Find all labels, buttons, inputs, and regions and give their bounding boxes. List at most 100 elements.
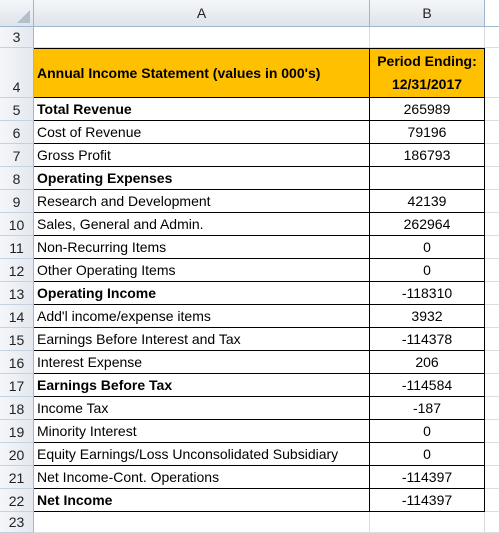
row-header[interactable]: 14 xyxy=(0,305,34,328)
line-item-value[interactable] xyxy=(370,167,485,190)
cell-empty xyxy=(485,167,499,190)
line-item-value[interactable]: 0 xyxy=(370,259,485,282)
line-item-label[interactable]: Interest Expense xyxy=(34,351,370,374)
row-header[interactable]: 8 xyxy=(0,167,34,190)
line-item-value[interactable]: -118310 xyxy=(370,282,485,305)
line-item-value[interactable]: -114397 xyxy=(370,466,485,489)
row-header[interactable]: 13 xyxy=(0,282,34,305)
select-all-corner[interactable] xyxy=(0,0,34,27)
line-item-label[interactable]: Research and Development xyxy=(34,190,370,213)
cell-a23[interactable] xyxy=(34,512,370,533)
period-ending-label: Period Ending: xyxy=(377,53,477,69)
cell-empty xyxy=(485,213,499,236)
cell-empty xyxy=(485,27,499,48)
statement-title[interactable]: Annual Income Statement (values in 000's… xyxy=(34,48,370,98)
table-row: 22 Net Income -114397 xyxy=(0,489,499,512)
line-item-label[interactable]: Operating Expenses xyxy=(34,167,370,190)
line-item-label[interactable]: Earnings Before Interest and Tax xyxy=(34,328,370,351)
line-item-value[interactable]: -114397 xyxy=(370,489,485,512)
line-item-value[interactable]: 186793 xyxy=(370,144,485,167)
table-row: 13 Operating Income -118310 xyxy=(0,282,499,305)
line-item-label[interactable]: Total Revenue xyxy=(34,98,370,121)
table-row: 5 Total Revenue 265989 xyxy=(0,98,499,121)
line-item-value[interactable]: 0 xyxy=(370,420,485,443)
line-item-value[interactable]: 265989 xyxy=(370,98,485,121)
row-header[interactable]: 11 xyxy=(0,236,34,259)
row-header[interactable]: 22 xyxy=(0,489,34,512)
cell-b3[interactable] xyxy=(370,27,485,48)
cell-empty xyxy=(485,48,499,98)
line-item-label[interactable]: Net Income xyxy=(34,489,370,512)
row-header[interactable]: 15 xyxy=(0,328,34,351)
cell-b23[interactable] xyxy=(370,512,485,533)
column-header-b[interactable]: B xyxy=(370,0,485,27)
line-item-value[interactable]: -114584 xyxy=(370,374,485,397)
period-ending-date: 12/31/2017 xyxy=(391,76,463,92)
row-header[interactable]: 21 xyxy=(0,466,34,489)
row-header[interactable]: 12 xyxy=(0,259,34,282)
cell-empty xyxy=(485,328,499,351)
line-item-value[interactable]: 0 xyxy=(370,236,485,259)
column-header-a[interactable]: A xyxy=(34,0,370,27)
line-item-value[interactable]: 42139 xyxy=(370,190,485,213)
line-item-value[interactable]: 206 xyxy=(370,351,485,374)
line-item-label[interactable]: Cost of Revenue xyxy=(34,121,370,144)
line-item-label[interactable]: Equity Earnings/Loss Unconsolidated Subs… xyxy=(34,443,370,466)
cell-empty xyxy=(485,512,499,533)
row-header[interactable]: 23 xyxy=(0,512,34,533)
line-item-label[interactable]: Add'l income/expense items xyxy=(34,305,370,328)
row-header[interactable]: 6 xyxy=(0,121,34,144)
row-header[interactable]: 4 xyxy=(0,48,34,98)
select-all-triangle-icon xyxy=(17,10,30,23)
line-item-value[interactable]: 0 xyxy=(370,443,485,466)
row-header[interactable]: 17 xyxy=(0,374,34,397)
row-header[interactable]: 18 xyxy=(0,397,34,420)
cell-empty xyxy=(485,466,499,489)
table-row: 19 Minority Interest 0 xyxy=(0,420,499,443)
line-item-label[interactable]: Other Operating Items xyxy=(34,259,370,282)
table-row: 6 Cost of Revenue 79196 xyxy=(0,121,499,144)
cell-empty xyxy=(485,374,499,397)
line-item-label[interactable]: Operating Income xyxy=(34,282,370,305)
row-header[interactable]: 10 xyxy=(0,213,34,236)
table-row: 9 Research and Development 42139 xyxy=(0,190,499,213)
cell-empty xyxy=(485,121,499,144)
line-item-label[interactable]: Net Income-Cont. Operations xyxy=(34,466,370,489)
table-row: 21 Net Income-Cont. Operations -114397 xyxy=(0,466,499,489)
cell-empty xyxy=(485,98,499,121)
table-row: 7 Gross Profit 186793 xyxy=(0,144,499,167)
period-ending-cell[interactable]: Period Ending: 12/31/2017 xyxy=(370,48,485,98)
sheet-row-4: 4 Annual Income Statement (values in 000… xyxy=(0,48,499,98)
cell-empty xyxy=(485,489,499,512)
line-item-label[interactable]: Non-Recurring Items xyxy=(34,236,370,259)
table-row: 14 Add'l income/expense items 3932 xyxy=(0,305,499,328)
line-item-value[interactable]: 262964 xyxy=(370,213,485,236)
table-row: 17 Earnings Before Tax -114584 xyxy=(0,374,499,397)
line-item-value[interactable]: 79196 xyxy=(370,121,485,144)
row-header[interactable]: 7 xyxy=(0,144,34,167)
table-row: 12 Other Operating Items 0 xyxy=(0,259,499,282)
line-item-label[interactable]: Earnings Before Tax xyxy=(34,374,370,397)
line-item-value[interactable]: -187 xyxy=(370,397,485,420)
line-item-label[interactable]: Gross Profit xyxy=(34,144,370,167)
line-item-value[interactable]: -114378 xyxy=(370,328,485,351)
line-item-value[interactable]: 3932 xyxy=(370,305,485,328)
line-item-label[interactable]: Sales, General and Admin. xyxy=(34,213,370,236)
cell-empty xyxy=(485,443,499,466)
cell-empty xyxy=(485,144,499,167)
row-header[interactable]: 16 xyxy=(0,351,34,374)
line-item-label[interactable]: Income Tax xyxy=(34,397,370,420)
column-header-empty xyxy=(485,0,499,27)
row-header[interactable]: 19 xyxy=(0,420,34,443)
row-header[interactable]: 3 xyxy=(0,27,34,48)
row-header[interactable]: 5 xyxy=(0,98,34,121)
cell-a3[interactable] xyxy=(34,27,370,48)
line-item-label[interactable]: Minority Interest xyxy=(34,420,370,443)
cell-empty xyxy=(485,282,499,305)
cell-empty xyxy=(485,351,499,374)
sheet-row-23: 23 xyxy=(0,512,499,533)
cell-empty xyxy=(485,259,499,282)
row-header[interactable]: 9 xyxy=(0,190,34,213)
row-header[interactable]: 20 xyxy=(0,443,34,466)
